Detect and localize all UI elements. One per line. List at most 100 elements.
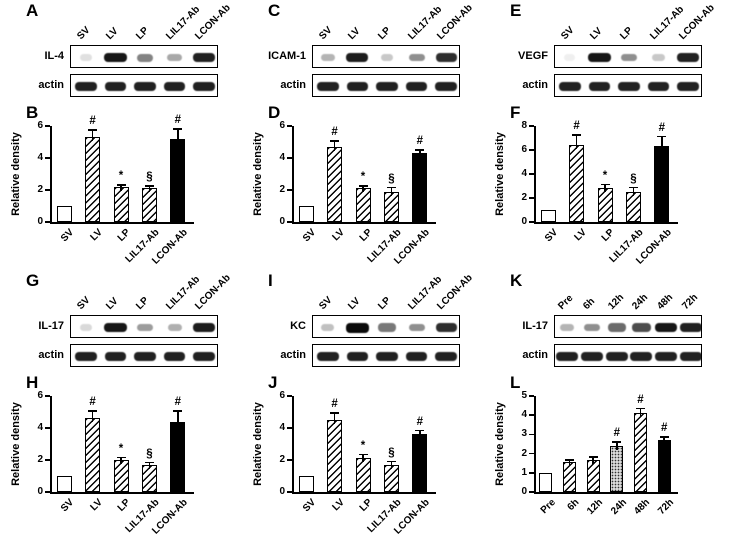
y-tick-label: 4: [521, 409, 527, 421]
protein-band: [564, 54, 576, 61]
y-tick: [287, 427, 292, 429]
y-tick-label: 0: [37, 486, 43, 497]
protein-band: [607, 323, 626, 332]
lane-label: LP: [618, 25, 636, 42]
y-tick: [529, 221, 534, 223]
error-bar: [604, 183, 606, 193]
bar: [141, 188, 157, 222]
error-bar: [177, 128, 179, 143]
error-bar: [390, 460, 393, 469]
y-tick-label: 6: [521, 144, 527, 155]
error-bar-cap: [415, 429, 425, 432]
protein-band: [435, 52, 457, 63]
blot-target-label: IL-17: [38, 320, 64, 332]
y-tick: [45, 395, 50, 397]
protein-band: [74, 351, 97, 362]
panel-letter: C: [268, 1, 281, 20]
panel-letter: K: [510, 271, 523, 290]
error-bar-cap: [588, 456, 598, 458]
error-bar-cap: [116, 456, 126, 459]
error-bar: [148, 185, 151, 193]
protein-band: [104, 52, 127, 63]
lane-label: LP: [134, 295, 152, 312]
bar: [657, 440, 671, 492]
lane-label: SV: [559, 24, 577, 42]
protein-band: [163, 81, 186, 92]
y-tick-label: 6: [279, 390, 285, 401]
protein-band: [560, 323, 575, 332]
bar: [170, 138, 186, 222]
significance-marker: #: [573, 120, 580, 133]
error-bar: [362, 453, 364, 463]
protein-band: [588, 81, 611, 92]
lane-label: LP: [376, 25, 394, 42]
x-tick-label: 12h: [584, 497, 605, 517]
protein-band: [134, 351, 156, 362]
bar: [56, 476, 72, 492]
x-tick-label: SV: [300, 227, 318, 245]
protein-band: [316, 81, 339, 92]
y-axis-label: Relative density: [10, 402, 22, 486]
significance-marker: #: [658, 121, 665, 134]
y-axis: [534, 396, 536, 494]
protein-band: [346, 351, 369, 362]
bar: [327, 420, 343, 492]
x-axis: [292, 222, 436, 224]
lane-label: LP: [376, 295, 394, 312]
y-tick-label: 1: [521, 466, 527, 478]
y-axis-label: Relative density: [10, 132, 22, 216]
y-tick-label: 4: [279, 152, 285, 163]
y-tick-label: 2: [37, 184, 43, 195]
error-bar: [661, 135, 663, 151]
blot-strip: [312, 315, 460, 338]
protein-band: [137, 323, 153, 332]
bar: [56, 206, 72, 222]
blot-target-label: actin: [280, 79, 306, 91]
protein-band: [435, 322, 457, 333]
protein-band: [679, 322, 701, 333]
panel-letter: A: [26, 1, 39, 20]
lane-label: 48h: [655, 292, 676, 312]
error-bar-cap: [144, 461, 154, 464]
protein-band: [321, 324, 335, 331]
protein-band: [136, 53, 154, 62]
error-bar-cap: [88, 129, 98, 131]
error-bar-cap: [330, 140, 340, 142]
y-tick: [529, 491, 534, 493]
significance-marker: #: [416, 415, 423, 428]
protein-band: [408, 323, 425, 332]
y-tick: [287, 221, 292, 223]
protein-band: [346, 81, 369, 92]
protein-band: [652, 54, 666, 61]
y-tick-label: 4: [521, 168, 527, 179]
protein-band: [581, 351, 603, 362]
error-bar-cap: [116, 184, 126, 186]
y-axis: [292, 126, 294, 224]
y-tick: [529, 149, 534, 151]
protein-band: [621, 53, 637, 62]
y-axis-label: Relative density: [252, 402, 264, 486]
bar: [412, 153, 428, 222]
y-tick-label: 5: [521, 390, 527, 401]
bar: [298, 476, 314, 492]
blot-strip: [312, 45, 460, 68]
y-tick-label: 2: [521, 447, 527, 459]
bar: [563, 462, 576, 492]
x-axis: [534, 222, 678, 224]
protein-band: [376, 81, 398, 92]
significance-marker: §: [630, 172, 637, 185]
protein-band: [79, 324, 92, 331]
protein-band: [104, 322, 127, 333]
protein-band: [588, 52, 611, 63]
y-tick: [529, 433, 534, 436]
protein-band: [104, 81, 127, 92]
protein-band: [405, 351, 428, 362]
error-bar-cap: [657, 135, 667, 138]
significance-marker: §: [146, 447, 153, 460]
panel-group: A SV LV LP LIL17-Ab LCON-Ab IL-4 actin B Relative…: [8, 2, 246, 270]
y-tick: [529, 472, 534, 474]
lane-label: LV: [588, 25, 605, 42]
bar: [539, 472, 553, 492]
y-tick: [529, 197, 534, 199]
bar: [298, 206, 314, 222]
